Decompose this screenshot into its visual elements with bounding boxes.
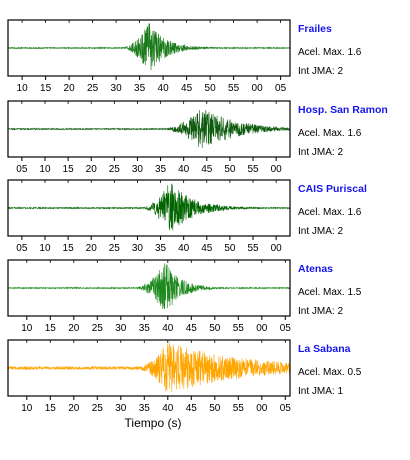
x-tick-label: 45 [201,243,213,254]
x-tick-label: 25 [109,164,121,175]
x-tick-label: 10 [21,403,33,414]
x-tick-label: 55 [233,323,245,334]
x-tick-label: 15 [40,83,52,94]
max-acceleration-label: Acel. Max. 1.6 [298,47,362,58]
x-tick-label: 20 [64,83,76,94]
x-tick-label: 00 [271,164,283,175]
x-tick-label: 35 [139,323,151,334]
x-tick-label: 55 [247,164,259,175]
x-tick-label: 00 [256,403,268,414]
x-tick-label: 40 [162,403,174,414]
max-acceleration-label: Acel. Max. 1.6 [298,128,362,139]
max-acceleration-label: Acel. Max. 1.6 [298,207,362,218]
x-tick-label: 00 [252,83,264,94]
x-tick-label: 25 [92,403,104,414]
panel-frame [7,100,291,158]
x-tick-label: 25 [87,83,99,94]
x-tick-label: 30 [111,83,123,94]
x-tick-label: 10 [21,323,33,334]
x-tick-label: 20 [86,243,98,254]
seismogram-panel: 10 15 20 25 30 35 40 45 50 55 00 05 La Sabana Acel. M… [7,339,362,414]
x-tick-label: 40 [158,83,170,94]
waveform-trace [8,109,290,148]
x-tick-label: 10 [17,83,29,94]
x-tick-label: 25 [109,243,121,254]
max-acceleration-label: Acel. Max. 0.5 [298,367,362,378]
seismogram-panel: 10 15 20 25 30 35 40 45 50 55 00 05 Frailes Acel. Max… [7,19,362,94]
x-tick-label: 35 [139,403,151,414]
station-name: Atenas [298,263,333,275]
panel-frame [7,179,291,237]
x-tick-label: 50 [224,243,236,254]
station-name: CAIS Puriscal [298,183,367,195]
station-name: Hosp. San Ramon [298,104,388,116]
x-tick-label: 10 [39,164,51,175]
x-tick-label: 35 [155,164,167,175]
x-tick-label: 20 [68,323,80,334]
max-acceleration-label: Acel. Max. 1.5 [298,287,362,298]
jma-intensity-label: Int JMA: 2 [298,66,343,77]
waveform-trace [8,183,290,231]
x-tick-label: 45 [181,83,193,94]
x-tick-label: 30 [132,164,144,175]
x-tick-label: 50 [209,403,221,414]
x-tick-label: 20 [68,403,80,414]
x-tick-label: 45 [201,164,213,175]
x-tick-label: 15 [45,403,57,414]
x-tick-label: 25 [92,323,104,334]
x-tick-label: 15 [63,164,75,175]
panel-frame [7,339,291,397]
x-tick-label: 55 [247,243,259,254]
x-tick-label: 05 [16,243,28,254]
x-tick-label: 40 [162,323,174,334]
x-tick-label: 45 [186,323,198,334]
x-tick-label: 05 [16,164,28,175]
x-tick-label: 30 [115,403,127,414]
x-tick-label: 10 [39,243,51,254]
x-tick-label: 00 [256,323,268,334]
station-name: Frailes [298,23,332,35]
x-tick-label: 15 [63,243,75,254]
x-tick-label: 50 [224,164,236,175]
x-tick-label: 45 [186,403,198,414]
panel-frame [7,19,291,77]
x-tick-label: 30 [132,243,144,254]
x-tick-label: 50 [209,323,221,334]
seismogram-panel: 05 10 15 20 25 30 35 40 45 50 55 00 CAIS Puriscal Ace… [7,179,367,254]
jma-intensity-label: Int JMA: 2 [298,147,343,158]
panel-frame [7,259,291,317]
x-tick-label: 55 [233,403,245,414]
x-tick-label: 50 [205,83,217,94]
jma-intensity-label: Int JMA: 2 [298,306,343,317]
seismogram-panel: 05 10 15 20 25 30 35 40 45 50 55 00 Hosp. San Ramon A… [7,100,388,175]
station-name: La Sabana [298,343,351,355]
waveform-trace [8,23,290,71]
waveform-trace [8,263,290,310]
jma-intensity-label: Int JMA: 1 [298,386,343,397]
x-tick-label: 00 [271,243,283,254]
x-axis-label: Tiempo (s) [125,416,182,430]
x-tick-label: 05 [280,403,292,414]
x-tick-label: 20 [86,164,98,175]
x-tick-label: 35 [134,83,146,94]
x-tick-label: 05 [275,83,287,94]
x-tick-label: 05 [280,323,292,334]
x-tick-label: 55 [228,83,240,94]
jma-intensity-label: Int JMA: 2 [298,226,343,237]
x-tick-label: 35 [155,243,167,254]
seismogram-panel: 10 15 20 25 30 35 40 45 50 55 00 05 Atenas Acel. Max.… [7,259,362,334]
x-tick-label: 15 [45,323,57,334]
x-tick-label: 40 [178,243,190,254]
x-tick-label: 40 [178,164,190,175]
x-tick-label: 30 [115,323,127,334]
waveform-trace [8,342,290,393]
